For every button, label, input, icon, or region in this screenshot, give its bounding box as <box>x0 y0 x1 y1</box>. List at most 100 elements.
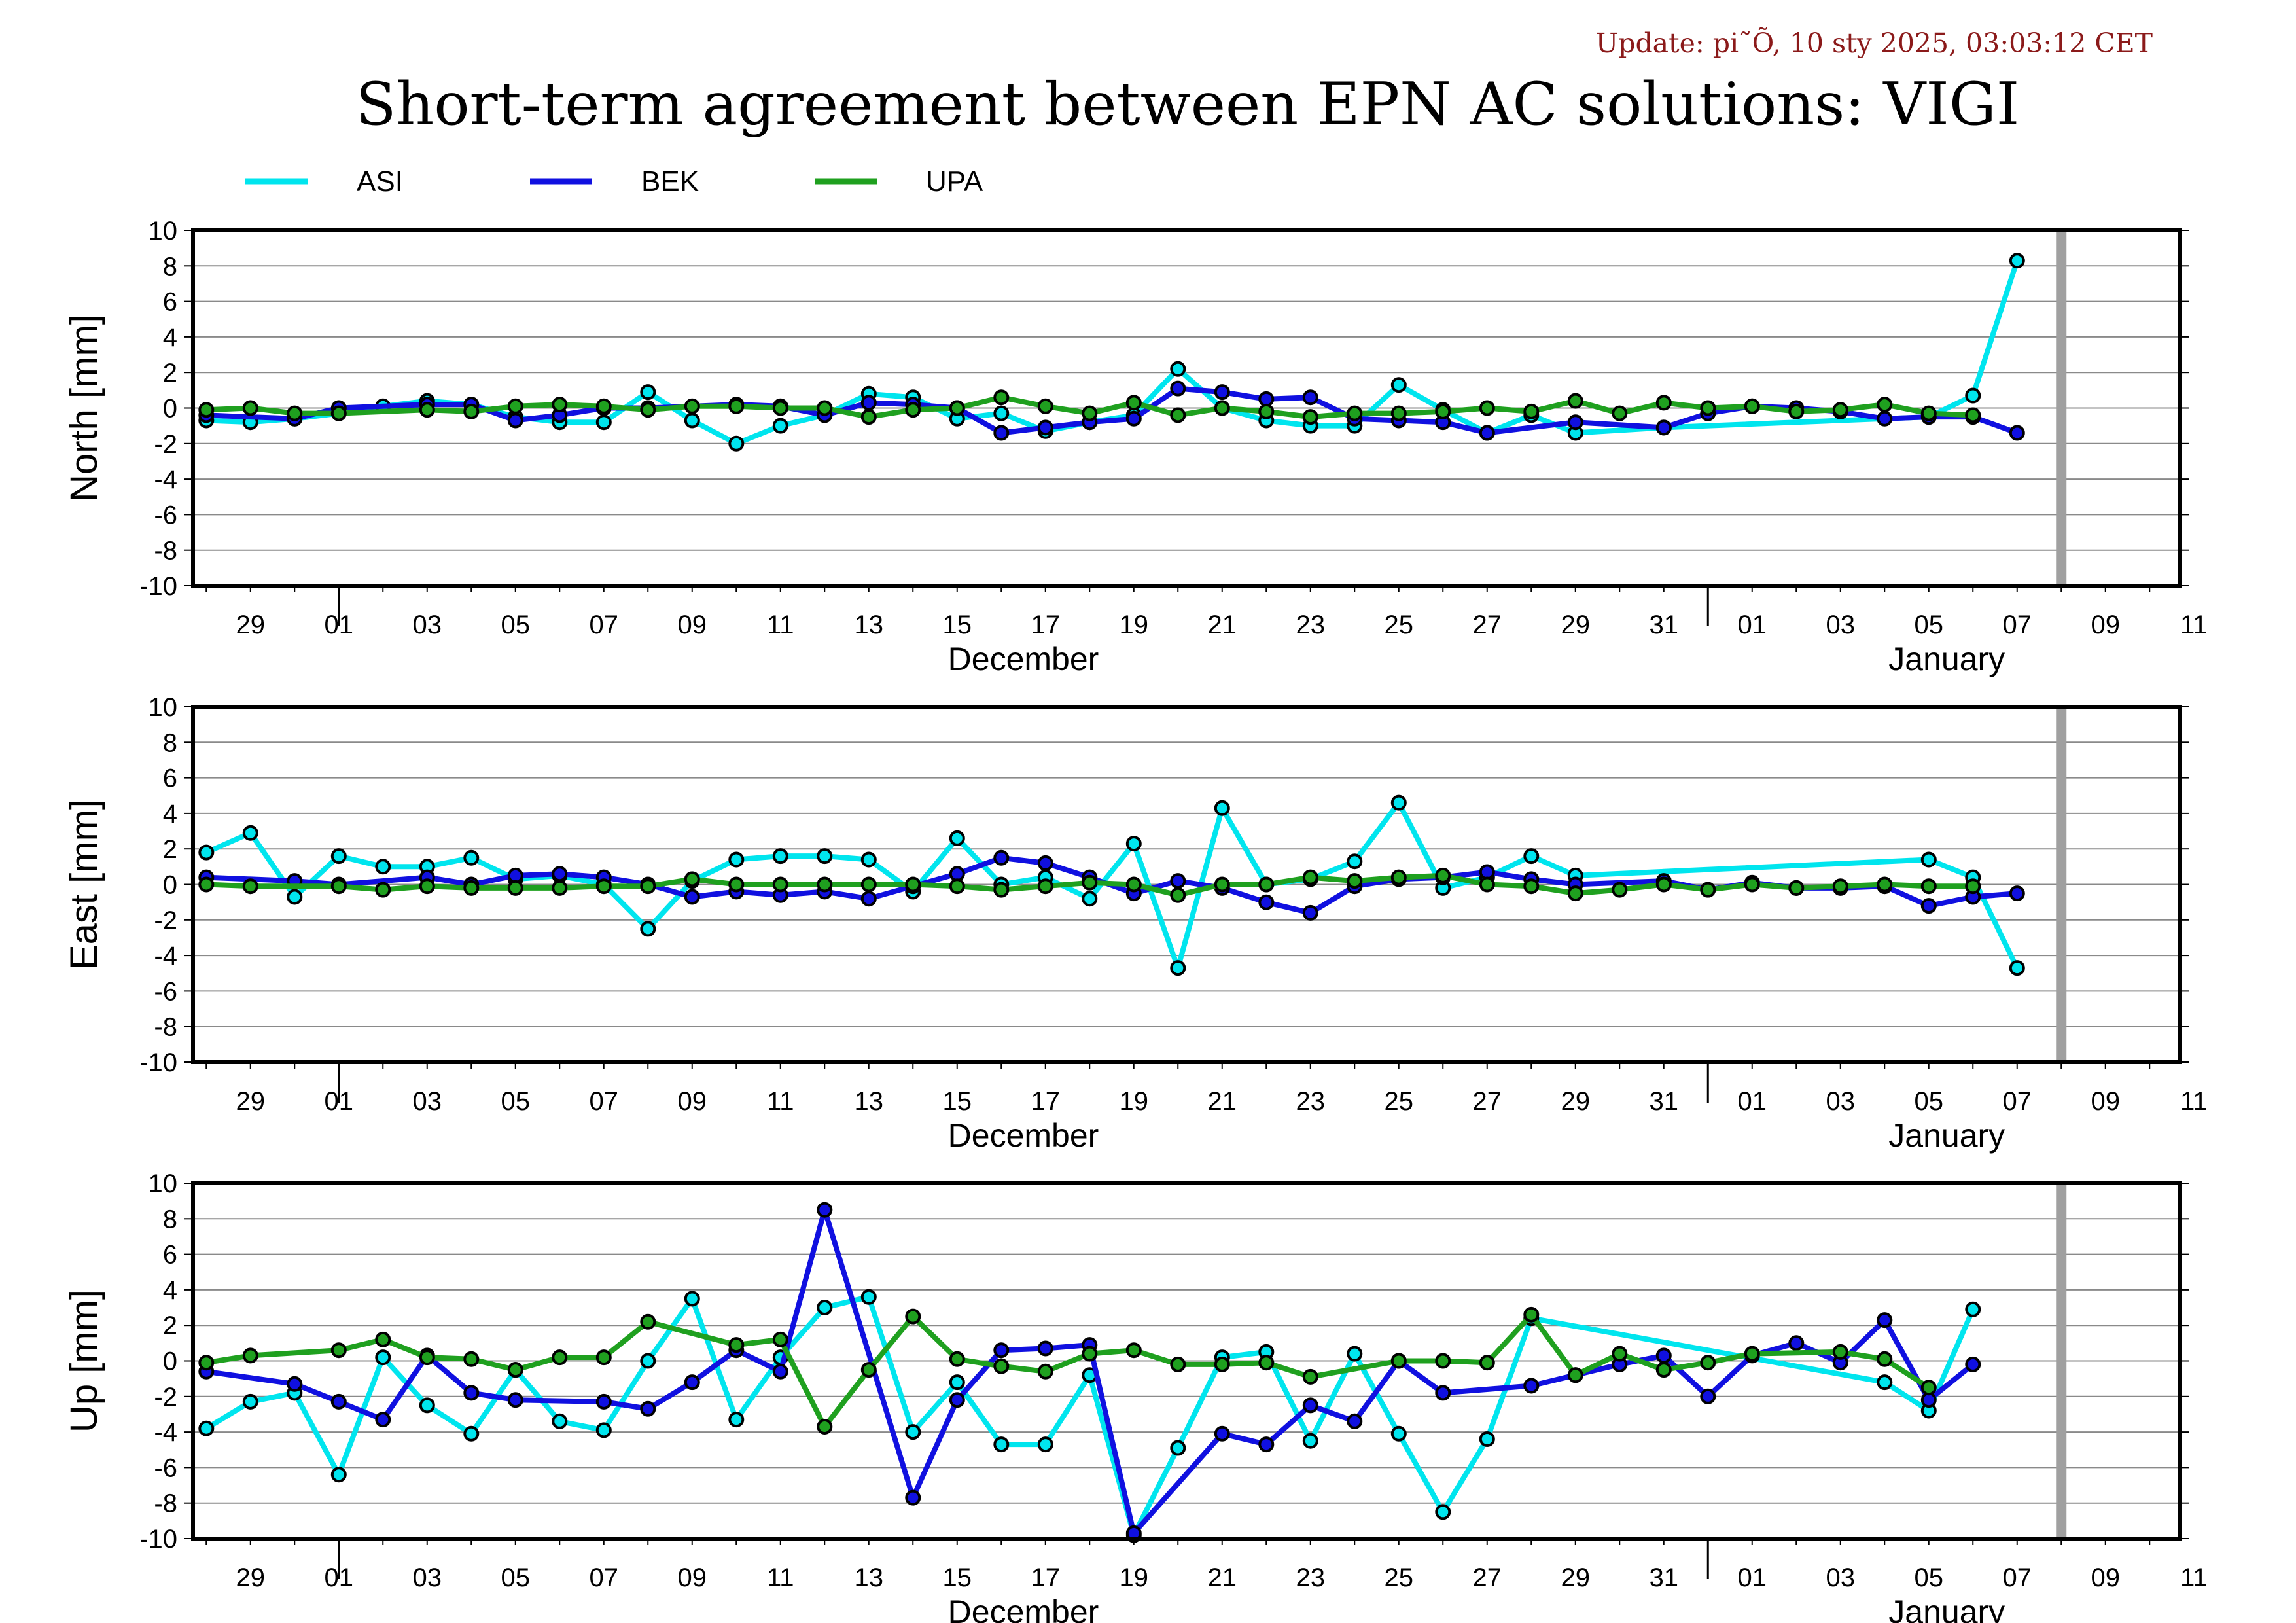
data-point-upa <box>242 878 258 895</box>
data-point-asi <box>1965 387 1981 404</box>
x-tick-label: 21 <box>1208 1563 1237 1592</box>
x-tick-label: 29 <box>236 1087 266 1116</box>
data-point-bek <box>1258 1436 1275 1453</box>
data-point-upa <box>1214 876 1230 893</box>
data-point-asi <box>1390 377 1407 393</box>
data-point-asi <box>242 825 258 841</box>
x-tick-label: 13 <box>855 1087 884 1116</box>
data-point-upa <box>1302 409 1318 425</box>
x-tick-label: 03 <box>413 1087 442 1116</box>
data-point-bek <box>1347 1413 1363 1429</box>
data-point-asi <box>640 921 656 937</box>
x-tick-label: 03 <box>413 1563 442 1592</box>
data-point-bek <box>1258 894 1275 910</box>
data-point-upa <box>640 402 656 418</box>
data-point-upa <box>1523 1306 1540 1323</box>
data-point-bek <box>1214 1425 1230 1442</box>
data-point-asi <box>1347 1346 1363 1362</box>
data-point-bek <box>552 866 568 882</box>
data-point-asi <box>684 1291 700 1307</box>
data-point-upa <box>1877 876 1893 893</box>
data-point-upa <box>817 876 833 893</box>
data-point-asi <box>330 1467 347 1483</box>
data-point-upa <box>330 1342 347 1359</box>
data-point-asi <box>2009 960 2025 976</box>
y-tick-label: 0 <box>163 395 177 423</box>
data-point-upa <box>905 1308 921 1325</box>
data-point-upa <box>595 398 612 414</box>
data-point-upa <box>640 1313 656 1330</box>
data-point-upa <box>1788 880 1805 896</box>
x-tick-label: 01 <box>1738 1087 1767 1116</box>
data-point-upa <box>1700 400 1716 416</box>
data-point-upa <box>949 1351 965 1367</box>
data-point-upa <box>1832 1344 1848 1360</box>
x-tick-label: 07 <box>2003 1087 2032 1116</box>
data-point-bek <box>1302 389 1318 406</box>
data-point-upa <box>1877 397 1893 413</box>
data-point-asi <box>463 849 480 866</box>
data-point-bek <box>1170 873 1186 889</box>
data-point-upa <box>552 397 568 413</box>
x-tick-label: 09 <box>678 1563 707 1592</box>
data-point-bek <box>1479 425 1495 441</box>
x-tick-label: 15 <box>943 1563 972 1592</box>
data-point-bek <box>1037 855 1053 871</box>
data-point-upa <box>1037 1363 1053 1380</box>
data-point-asi <box>1965 1301 1981 1317</box>
data-point-upa <box>1523 878 1540 895</box>
data-point-upa <box>330 405 347 421</box>
y-tick-label: -10 <box>139 1525 177 1554</box>
data-point-bek <box>287 1376 303 1392</box>
series-line-asi <box>205 1294 1975 1538</box>
data-point-asi <box>728 1412 745 1428</box>
data-point-asi <box>2009 253 2025 269</box>
data-point-upa <box>1479 876 1495 893</box>
data-point-upa <box>198 402 215 418</box>
x-tick-label: 19 <box>1120 611 1149 639</box>
update-timestamp: Update: pi˜Õ, 10 sty 2025, 03:03:12 CET <box>1596 27 2153 59</box>
data-point-asi <box>1390 1425 1407 1442</box>
data-point-upa <box>330 878 347 895</box>
x-tick-label: 21 <box>1208 1087 1237 1116</box>
y-tick-label: 8 <box>163 1205 177 1234</box>
data-point-upa <box>772 876 788 893</box>
data-point-upa <box>1523 403 1540 419</box>
today-marker <box>2056 230 2067 586</box>
y-tick-label: 8 <box>163 728 177 757</box>
data-point-upa <box>1214 400 1230 416</box>
data-point-asi <box>640 384 656 401</box>
x-tick-label: 25 <box>1385 1087 1414 1116</box>
x-tick-label: 09 <box>678 1087 707 1116</box>
panel-north: 10 8 6 4 2 0 -2 -4 -6 -8 -10 North [mm] 29 01 03 05 07 09… <box>63 217 2208 677</box>
x-tick-label: 27 <box>1473 1087 1502 1116</box>
y-tick-label: 6 <box>163 288 177 317</box>
data-point-upa <box>905 876 921 893</box>
x-tick-label: 13 <box>855 1563 884 1592</box>
data-point-bek <box>375 1412 391 1428</box>
data-point-upa <box>1832 878 1848 895</box>
data-point-asi <box>198 1420 215 1436</box>
x-tick-label: 01 <box>1738 1563 1767 1592</box>
x-tick-label: 03 <box>1826 1563 1856 1592</box>
data-point-upa <box>1700 882 1716 898</box>
x-tick-label: 19 <box>1120 1563 1149 1592</box>
data-point-upa <box>1965 878 1981 895</box>
data-point-upa <box>1390 1353 1407 1369</box>
data-point-upa <box>772 400 788 416</box>
series-upa <box>198 867 1981 903</box>
x-tick-label: 01 <box>325 611 354 639</box>
data-point-bek <box>1125 410 1142 427</box>
data-point-upa <box>860 1362 877 1378</box>
data-point-asi <box>1214 800 1230 816</box>
x-tick-label: 29 <box>236 611 266 639</box>
y-tick-label: 4 <box>163 1276 177 1305</box>
data-point-upa <box>1302 869 1318 885</box>
data-point-bek <box>993 1342 1010 1359</box>
data-point-upa <box>640 878 656 895</box>
data-point-upa <box>419 402 435 418</box>
x-tick-label: 23 <box>1296 611 1326 639</box>
today-marker <box>2056 707 2067 1062</box>
x-tick-label: 05 <box>501 1563 531 1592</box>
panel-up: 10 8 6 4 2 0 -2 -4 -6 -8 -10 Up [mm] 29 01 03 05 07 09 11 1… <box>63 1169 2208 1623</box>
